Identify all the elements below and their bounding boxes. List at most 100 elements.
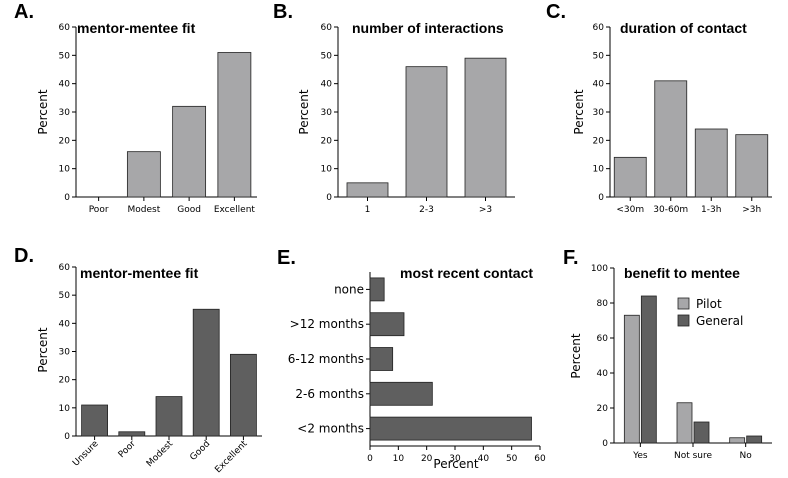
bar bbox=[155, 396, 183, 437]
legend-label: Pilot bbox=[696, 297, 722, 311]
bar bbox=[735, 134, 769, 198]
x-tick-label: 0 bbox=[367, 454, 373, 464]
bar bbox=[369, 381, 433, 406]
bar bbox=[369, 347, 394, 371]
legend-swatch bbox=[677, 314, 690, 327]
bar bbox=[192, 308, 220, 437]
y-tick-label: 40 bbox=[59, 80, 71, 90]
bar bbox=[217, 52, 252, 198]
x-tick-label: <30m bbox=[616, 205, 644, 215]
bar bbox=[464, 57, 507, 198]
y-tick-label: 10 bbox=[321, 165, 333, 175]
panel-letter: C. bbox=[546, 1, 566, 23]
chart-panel-d: 0 10 20 30 40 50 60 Percent Unsure Poor Modest Good… bbox=[36, 263, 262, 475]
chart-panel-b: 0 10 20 30 40 50 60 Percent 1 2-3 >3 bbox=[297, 23, 515, 215]
y-tick-label: 80 bbox=[597, 299, 609, 309]
y-tick-label: 40 bbox=[321, 80, 333, 90]
x-tick-label: Modest bbox=[145, 439, 176, 470]
bar bbox=[694, 128, 728, 198]
bar bbox=[369, 312, 405, 337]
bar bbox=[693, 421, 710, 444]
x-tick-label: 30 bbox=[449, 454, 461, 464]
y-tick-label: 0 bbox=[64, 432, 70, 442]
y-tick-label: 30 bbox=[59, 108, 71, 118]
y-tick-label: 0 bbox=[64, 193, 70, 203]
x-tick-label: 50 bbox=[506, 454, 518, 464]
y-tick-label: 40 bbox=[597, 369, 609, 379]
y-tick-label: 60 bbox=[597, 334, 609, 344]
x-tick-label: 2-3 bbox=[419, 205, 434, 215]
x-tick-label: 1 bbox=[365, 205, 371, 215]
chart-title: mentor-mentee fit bbox=[77, 20, 196, 36]
chart-panel-f: 0 20 40 60 80 100 Percent Yes Not sure No Pilot Gen… bbox=[569, 264, 772, 461]
legend-swatch bbox=[677, 297, 690, 310]
bar bbox=[229, 353, 257, 437]
x-tick-label: Not sure bbox=[674, 451, 713, 461]
y-tick-label: 60 bbox=[321, 23, 333, 33]
y-tick-label: 10 bbox=[59, 404, 71, 414]
y-tick-label: 0 bbox=[602, 439, 608, 449]
bar bbox=[172, 105, 207, 198]
x-tick-label: Excellent bbox=[213, 439, 249, 475]
x-tick-label: 10 bbox=[393, 454, 405, 464]
y-tick-label: 50 bbox=[59, 51, 71, 61]
x-tick-label: No bbox=[740, 451, 753, 461]
y-tick-label: 2-6 months bbox=[295, 387, 364, 401]
bar bbox=[613, 156, 647, 198]
y-tick-label: 60 bbox=[59, 263, 71, 273]
x-tick-label: 1-3h bbox=[701, 205, 721, 215]
x-tick-label: >3h bbox=[742, 205, 761, 215]
y-tick-label: 50 bbox=[59, 291, 71, 301]
bar bbox=[729, 437, 746, 444]
y-tick-label: 20 bbox=[597, 404, 609, 414]
y-tick-label: 50 bbox=[321, 51, 333, 61]
y-tick-label: 0 bbox=[326, 193, 332, 203]
y-tick-label: 40 bbox=[59, 319, 71, 329]
y-tick-label: 10 bbox=[59, 165, 71, 175]
panel-letter: D. bbox=[14, 245, 34, 267]
x-tick-label: Good bbox=[177, 205, 201, 215]
panel-letter: A. bbox=[14, 1, 34, 23]
y-tick-label: 40 bbox=[593, 80, 605, 90]
y-axis-label: Percent bbox=[36, 89, 50, 134]
bar bbox=[118, 431, 146, 437]
bar bbox=[654, 80, 688, 198]
bar bbox=[405, 66, 448, 198]
x-tick-label: 20 bbox=[421, 454, 433, 464]
bar bbox=[746, 435, 763, 444]
bar bbox=[81, 404, 108, 437]
x-tick-label: 60 bbox=[534, 454, 546, 464]
bar bbox=[623, 314, 640, 444]
x-tick-label: 40 bbox=[478, 454, 490, 464]
bar bbox=[346, 182, 389, 198]
x-tick-label: Yes bbox=[632, 451, 648, 461]
chart-title: duration of contact bbox=[620, 20, 747, 36]
panel-letter: F. bbox=[563, 247, 579, 269]
chart-title: number of interactions bbox=[352, 20, 504, 36]
y-tick-label: 20 bbox=[59, 136, 71, 146]
x-tick-label: Unsure bbox=[71, 439, 101, 469]
x-tick-label: Poor bbox=[117, 439, 138, 460]
chart-panel-a: 0 10 20 30 40 50 60 Percent Poor Modest Good Excell… bbox=[36, 23, 257, 215]
y-axis-label: Percent bbox=[36, 327, 50, 372]
y-tick-label: none bbox=[334, 282, 364, 296]
bar bbox=[369, 277, 385, 302]
x-tick-label: Good bbox=[188, 439, 212, 463]
y-axis-label: Percent bbox=[572, 89, 586, 134]
legend-label: General bbox=[696, 314, 743, 328]
y-tick-label: 6-12 months bbox=[288, 352, 364, 366]
y-tick-label: 0 bbox=[598, 193, 604, 203]
bar bbox=[369, 416, 532, 441]
x-tick-label: Poor bbox=[89, 205, 109, 215]
x-tick-label: Modest bbox=[128, 205, 161, 215]
y-tick-label: 20 bbox=[593, 136, 605, 146]
y-tick-label: <2 months bbox=[297, 422, 364, 436]
y-tick-label: >12 months bbox=[290, 317, 364, 331]
bar bbox=[126, 151, 161, 198]
y-tick-label: 50 bbox=[593, 51, 605, 61]
y-tick-label: 10 bbox=[593, 165, 605, 175]
x-axis-label: Percent bbox=[433, 457, 478, 471]
y-axis-label: Percent bbox=[569, 333, 583, 378]
x-tick-label: >3 bbox=[479, 205, 492, 215]
